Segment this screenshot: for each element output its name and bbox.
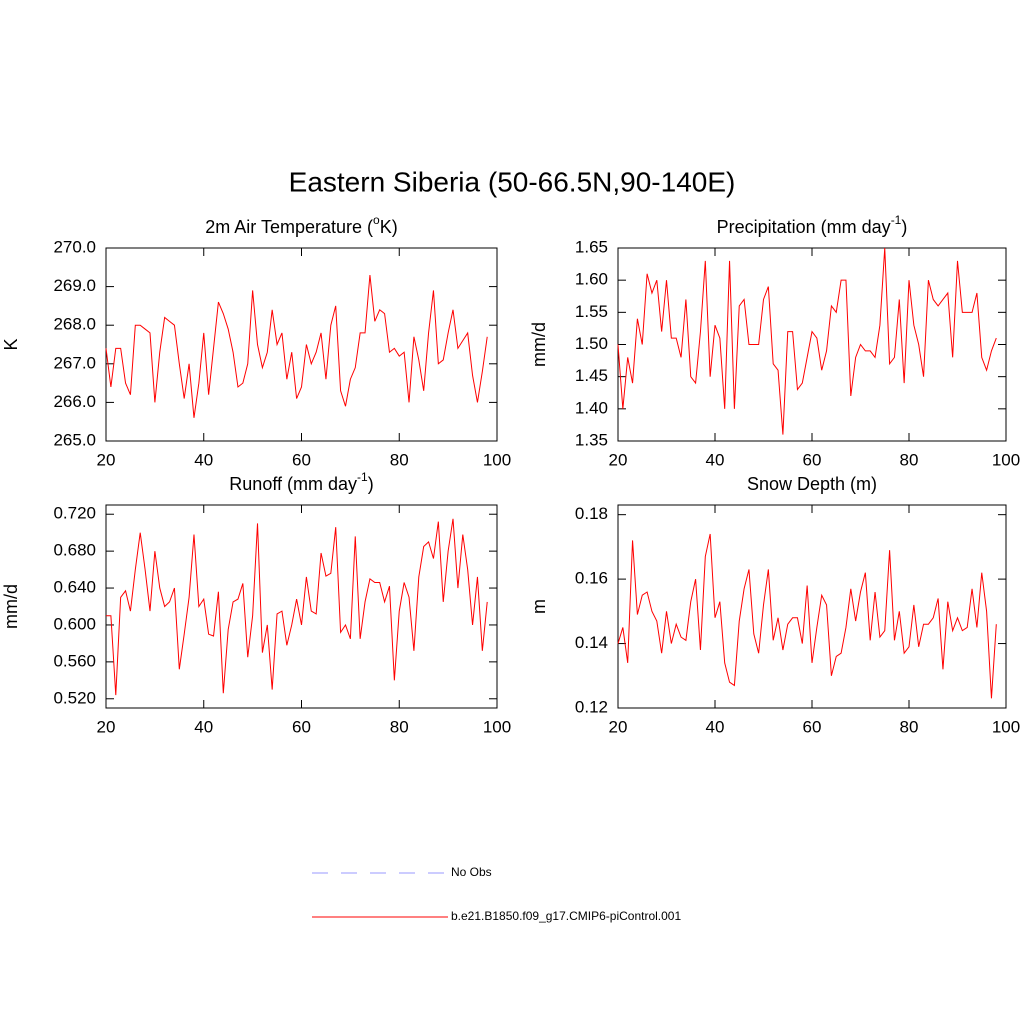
y-tick-label: 0.12 [575,697,608,716]
y-tick-label: 0.560 [53,651,96,670]
y-tick-label: 1.40 [575,398,608,417]
y-tick-label: 268.0 [53,315,96,334]
legend-label: b.e21.B1850.f09_g17.CMIP6-piControl.001 [451,909,681,923]
x-tick-label: 20 [97,717,116,736]
panel-title-part: K) [380,217,398,237]
x-tick-label: 40 [706,450,725,469]
y-axis-label: m [529,599,549,614]
panel-title: Snow Depth (m) [747,474,877,494]
x-tick-label: 40 [194,717,213,736]
panel-title: 2m Air Temperature (oK) [205,213,397,237]
panel-title-part: -1 [357,470,368,484]
x-tick-label: 60 [292,450,311,469]
x-tick-label: 80 [900,450,919,469]
page-title: Eastern Siberia (50-66.5N,90-140E) [289,166,736,197]
x-tick-label: 80 [390,717,409,736]
x-tick-label: 60 [803,450,822,469]
panel-title-part: Snow Depth (m) [747,474,877,494]
y-tick-label: 270.0 [53,237,96,256]
y-tick-label: 267.0 [53,353,96,372]
plot-frame [617,247,1007,442]
y-tick-label: 1.55 [575,302,608,321]
panel-title-part: ) [368,474,374,494]
y-tick-label: 0.680 [53,541,96,560]
y-tick-label: 0.14 [575,633,608,652]
panel-title-part: -1 [891,213,902,227]
panel-title: Runoff (mm day-1) [229,470,373,494]
x-tick-label: 60 [803,717,822,736]
legend-label: No Obs [451,865,492,879]
panel-title-part: o [373,213,380,227]
x-tick-label: 40 [706,717,725,736]
y-tick-label: 1.50 [575,334,608,353]
panel: Precipitation (mm day-1) mm/d 1.35 1.40 1.45… [529,213,1020,469]
panel: Snow Depth (m) m 0.12 0.14 0.16 0.18 20 40 60 80 1… [529,474,1020,737]
x-tick-label: 100 [483,450,511,469]
y-tick-label: 1.45 [575,366,608,385]
panel: Runoff (mm day-1) mm/d 0.520 0.560 0.600 0.64… [1,470,511,736]
y-tick-label: 0.18 [575,504,608,523]
x-tick-label: 60 [292,717,311,736]
panel-title-part: 2m Air Temperature ( [205,217,373,237]
y-tick-label: 1.35 [575,430,608,449]
plot-frame [105,247,498,442]
x-tick-label: 100 [992,717,1020,736]
x-tick-label: 20 [609,450,628,469]
x-tick-label: 80 [900,717,919,736]
y-tick-label: 0.720 [53,504,96,523]
panel: 2m Air Temperature (oK) K 265.0 266.0 267.0 2… [1,213,511,469]
panel-title-part: Runoff (mm day [229,474,357,494]
y-tick-label: 269.0 [53,276,96,295]
x-tick-label: 20 [97,450,116,469]
panel-title: Precipitation (mm day-1) [717,213,908,237]
data-line [617,533,997,699]
plot-frame [105,504,498,709]
panel-title-part: ) [901,217,907,237]
data-line [106,518,488,696]
data-line [105,274,488,418]
plot-frame [617,504,1007,709]
x-tick-label: 20 [609,717,628,736]
y-tick-label: 1.60 [575,270,608,289]
y-axis-label: mm/d [529,322,549,367]
y-tick-label: 0.16 [575,569,608,588]
x-tick-label: 80 [390,450,409,469]
y-axis-label: K [1,338,21,350]
y-tick-label: 1.65 [575,237,608,256]
data-line [617,247,997,435]
y-tick-label: 266.0 [53,392,96,411]
x-tick-label: 40 [194,450,213,469]
panel-title-part: Precipitation (mm day [717,217,891,237]
y-tick-label: 0.640 [53,578,96,597]
y-tick-label: 265.0 [53,430,96,449]
y-tick-label: 0.600 [53,614,96,633]
y-axis-label: mm/d [1,584,21,629]
x-tick-label: 100 [992,450,1020,469]
x-tick-label: 100 [483,717,511,736]
y-tick-label: 0.520 [53,688,96,707]
